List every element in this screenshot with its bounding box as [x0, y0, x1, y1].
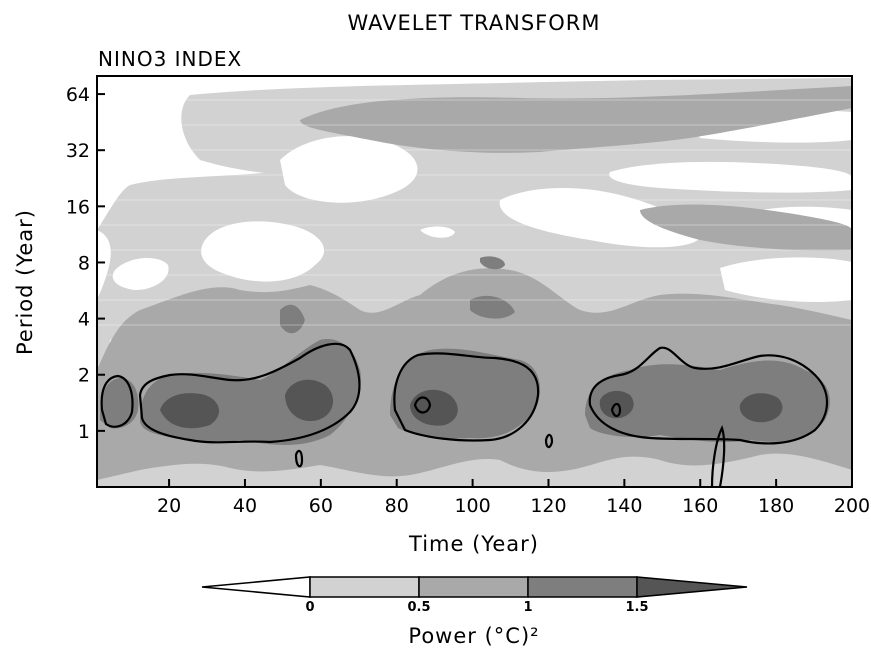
x-axis: 20 40 60 80 100 120 140 160 180 200: [157, 479, 870, 517]
contour-level-1-band: [280, 256, 515, 334]
colorbar-tick-label: 1: [523, 600, 532, 615]
y-tick-label: 32: [66, 140, 90, 162]
y-tick-label: 64: [66, 84, 90, 106]
x-axis-label: Time (Year): [408, 532, 539, 556]
x-tick-label: 20: [157, 495, 181, 517]
significance-contour: [294, 449, 304, 468]
contour-level-1: [100, 339, 830, 445]
contour-level-05-top: [300, 86, 852, 153]
contour-level-05-mid: [640, 204, 852, 251]
colorbar-segment: [201, 576, 311, 598]
significance-contours: [100, 342, 829, 487]
colorbar-segment: [636, 576, 748, 598]
y-tick-label: 4: [78, 309, 90, 331]
significance-contour: [413, 396, 432, 414]
colorbar-label: Power (°C)²: [408, 624, 539, 648]
plot-area: [96, 75, 853, 488]
white-hole: [499, 188, 700, 248]
x-tick-label: 100: [454, 495, 490, 517]
white-hole: [720, 257, 852, 302]
y-tick-label: 1: [78, 421, 90, 443]
colorbar-tick-label: 0.5: [407, 600, 430, 615]
x-tick-label: 200: [834, 495, 870, 517]
significance-contour: [138, 342, 361, 444]
chart-subtitle: NINO3 INDEX: [98, 47, 242, 71]
colorbar-segment: [527, 576, 638, 598]
y-tick-label: 16: [66, 196, 90, 218]
colorbar-tick-label: 0: [305, 600, 314, 615]
chart-title: WAVELET TRANSFORM: [347, 11, 600, 35]
x-tick-label: 180: [758, 495, 794, 517]
white-hole: [280, 136, 418, 203]
y-axis-label: Period (Year): [13, 209, 37, 355]
significance-contour: [588, 346, 829, 445]
hatch-lines: [97, 99, 852, 326]
colorbar-tick-label: 1.5: [625, 600, 648, 615]
y-axis: 1 2 4 8 16 32 64: [66, 84, 105, 443]
white-hole: [201, 221, 325, 282]
x-tick-label: 160: [682, 495, 718, 517]
colorbar-segment: [418, 576, 529, 598]
significance-contour: [610, 402, 622, 418]
x-tick-label: 140: [606, 495, 642, 517]
white-hole: [112, 258, 169, 290]
significance-contour: [710, 425, 726, 487]
x-tick-label: 120: [530, 495, 566, 517]
significance-contour: [393, 352, 540, 442]
colorbar-segment: [309, 576, 420, 598]
y-tick-label: 2: [78, 365, 90, 387]
x-tick-label: 60: [309, 495, 333, 517]
significance-contour: [544, 433, 554, 449]
power-contours: [97, 78, 852, 487]
x-tick-label: 40: [233, 495, 257, 517]
contour-level-15: [160, 379, 783, 429]
plot-frame: [96, 75, 853, 488]
significance-contour: [100, 374, 134, 428]
white-hole: [609, 161, 852, 193]
colorbar: 0 0.5 1 1.5: [201, 576, 748, 615]
white-hole: [420, 226, 455, 238]
y-tick-label: 8: [78, 252, 90, 274]
x-tick-label: 80: [385, 495, 409, 517]
